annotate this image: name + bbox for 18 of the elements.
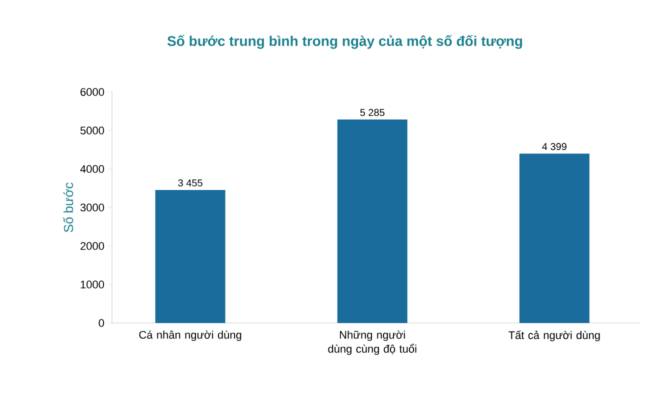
- data-label: 3 455: [178, 179, 202, 186]
- bar: [155, 190, 226, 323]
- data-label: 4 399: [542, 143, 566, 150]
- y-tick-label: 0: [98, 319, 104, 327]
- y-tick-label: 1000: [80, 280, 104, 288]
- y-tick-label: 6000: [80, 88, 104, 96]
- y-tick-label: 3000: [80, 204, 104, 212]
- y-tick-label: 5000: [80, 126, 104, 134]
- chart-title: Số bước trung bình trong ngày của một số đối tượng: [167, 35, 522, 49]
- bar: [519, 154, 590, 323]
- x-tick-label: Cá nhân người dùng: [139, 330, 242, 341]
- y-axis-title: Số bước: [63, 182, 74, 232]
- x-tick-label: Những người dùng cùng độ tuổi: [328, 330, 416, 355]
- x-tick-label: Tất cả người dùng: [508, 330, 600, 342]
- data-label: 5 285: [360, 108, 384, 116]
- y-tick-label: 4000: [80, 165, 104, 173]
- bar: [337, 120, 408, 323]
- y-tick-label: 2000: [80, 242, 104, 250]
